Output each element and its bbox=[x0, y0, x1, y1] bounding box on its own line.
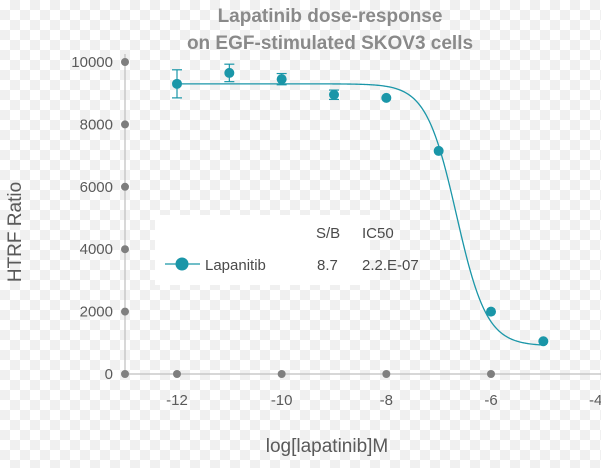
legend-box bbox=[155, 215, 370, 285]
chart-title-line1: Lapatinib dose-response bbox=[218, 6, 443, 27]
x-tick-mark bbox=[277, 370, 286, 378]
y-tick-mark bbox=[121, 245, 129, 254]
fit-curve bbox=[177, 83, 544, 346]
x-tick-label: -8 bbox=[380, 392, 393, 409]
axes: 0 2000 4000 6000 8000 10000 -12 -10 -8 -6 -4 bbox=[71, 54, 601, 409]
data-point bbox=[381, 92, 392, 103]
x-axis-label: log[lapatinib]M bbox=[266, 436, 389, 457]
x-tick-label: -10 bbox=[271, 392, 293, 409]
data-point bbox=[486, 306, 496, 317]
data-point bbox=[224, 67, 235, 78]
legend-dot-marker bbox=[175, 257, 189, 271]
y-tick-label: 2000 bbox=[80, 304, 113, 321]
y-tick-label: 8000 bbox=[80, 116, 113, 133]
y-tick-mark bbox=[121, 370, 129, 378]
data-point bbox=[329, 89, 339, 100]
y-tick-mark bbox=[121, 120, 129, 129]
x-tick-label: -4 bbox=[589, 392, 601, 409]
y-tick-mark bbox=[121, 182, 129, 191]
legend: S/B IC50 Lapanitib 8.7 2.2.E-07 bbox=[155, 215, 419, 285]
chart-title-line2: on EGF-stimulated SKOV3 cells bbox=[187, 33, 473, 54]
x-tick-label: -6 bbox=[484, 392, 497, 409]
y-tick-mark bbox=[121, 307, 129, 316]
legend-sb-value: 8.7 bbox=[317, 257, 338, 274]
x-tick-mark bbox=[487, 370, 495, 378]
y-axis-label: HTRF Ratio bbox=[5, 182, 26, 282]
y-tick-label: 10000 bbox=[71, 54, 113, 71]
x-tick-label: -12 bbox=[166, 392, 188, 409]
legend-ic50-value: 2.2.E-07 bbox=[362, 257, 419, 274]
data-point bbox=[538, 336, 549, 347]
legend-series-name: Lapanitib bbox=[205, 257, 266, 274]
fit-curve-path bbox=[177, 83, 544, 346]
x-tick-mark bbox=[173, 370, 181, 378]
data-points bbox=[172, 63, 549, 347]
data-point bbox=[276, 74, 287, 85]
y-tick-label: 4000 bbox=[80, 241, 113, 258]
x-tick-mark bbox=[382, 370, 391, 378]
data-point bbox=[172, 78, 182, 89]
data-point bbox=[433, 145, 444, 156]
legend-header-ic50: IC50 bbox=[362, 225, 394, 242]
y-tick-mark bbox=[121, 58, 129, 66]
y-tick-label: 0 bbox=[105, 366, 113, 383]
legend-header-sb: S/B bbox=[316, 225, 340, 242]
y-tick-label: 6000 bbox=[80, 179, 113, 196]
